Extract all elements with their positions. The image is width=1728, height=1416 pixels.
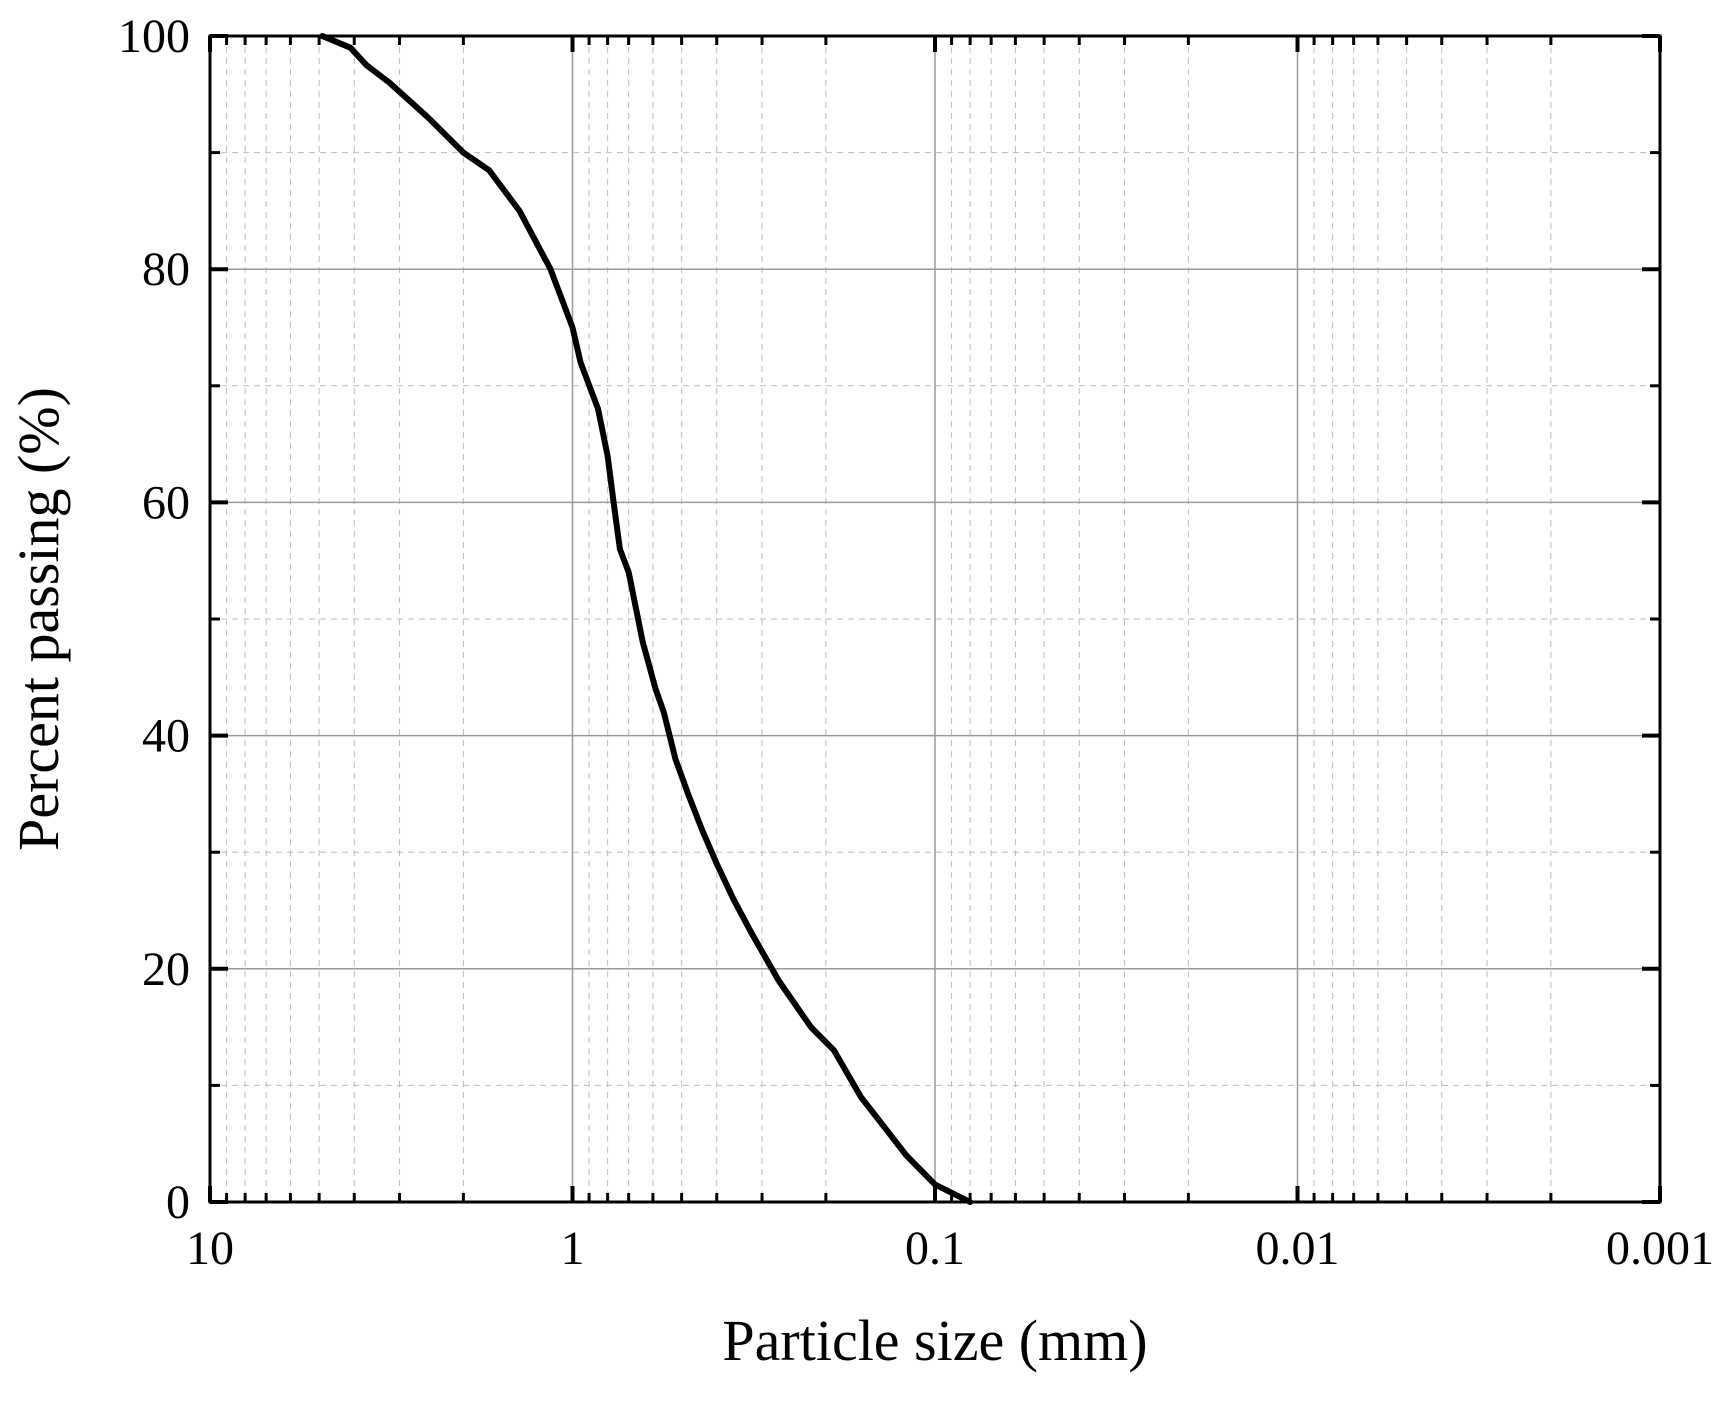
gradation-curve xyxy=(319,33,974,1205)
y-tick-label: 60 xyxy=(142,476,190,529)
x-tick-label: 0.001 xyxy=(1606,1222,1714,1275)
labels-layer: 10 1 0.1 0.01 0.001 0 20 40 60 80 100 xyxy=(118,10,1714,1275)
y-tick-label: 100 xyxy=(118,10,190,63)
x-tick-label: 10 xyxy=(186,1222,234,1275)
grid-layer xyxy=(210,36,1660,1202)
x-axis-title: Particle size (mm) xyxy=(722,1308,1147,1373)
y-tick-label: 20 xyxy=(142,943,190,996)
y-axis-title: Percent passing (%) xyxy=(6,387,71,851)
y-tick-label: 40 xyxy=(142,710,190,763)
y-tick-label: 80 xyxy=(142,243,190,296)
x-tick-label: 0.01 xyxy=(1256,1222,1340,1275)
x-tick-label: 1 xyxy=(561,1222,585,1275)
series-layer xyxy=(319,33,974,1205)
plot-frame xyxy=(208,34,1662,1204)
y-tick-label: 0 xyxy=(166,1176,190,1229)
x-tick-label: 0.1 xyxy=(905,1222,965,1275)
